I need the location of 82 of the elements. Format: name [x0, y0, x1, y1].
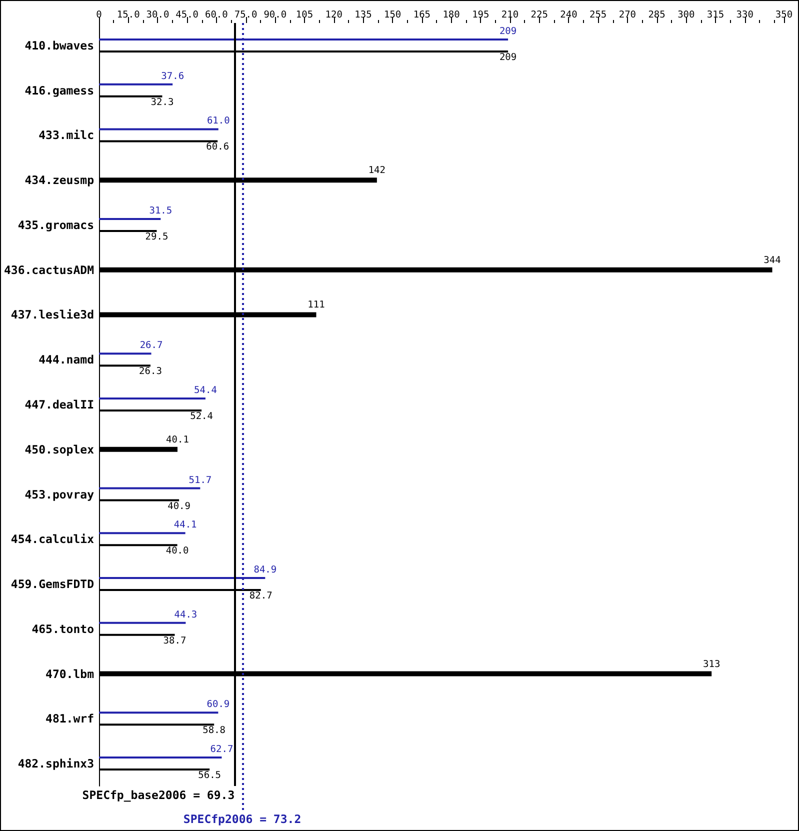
data-label: 32.3	[150, 96, 174, 108]
y-tick-label: 436.cactusADM	[4, 262, 94, 277]
ref-line-label: SPECfp2006 = 73.2	[183, 812, 302, 826]
x-tick-label: 270	[618, 10, 636, 20]
x-tick-label: 315	[706, 10, 724, 20]
data-label: 60.9	[206, 699, 230, 710]
data-label: 142	[368, 165, 386, 176]
y-tick-label: 437.leslie3d	[10, 308, 94, 322]
x-tick-label: 15.0	[116, 10, 140, 20]
y-tick-label: 410.bwaves	[24, 38, 94, 52]
data-label: 111	[308, 300, 326, 311]
x-tick-label: 165	[413, 10, 431, 20]
y-tick-label: 416.gamess	[24, 83, 94, 98]
bar	[99, 83, 173, 86]
y-tick-label: 470.lbm	[46, 666, 94, 681]
x-tick-label: 285	[648, 10, 666, 20]
data-label: 44.3	[174, 609, 198, 620]
data-label: 344	[764, 254, 782, 266]
data-label: 313	[703, 658, 720, 670]
y-tick-label: 482.sphinx3	[18, 756, 94, 771]
data-label: 37.6	[161, 70, 184, 82]
y-tick-label: 459.GemsFDTD	[10, 577, 94, 592]
x-tick-label: 120	[325, 10, 343, 20]
x-tick-label: 105	[296, 10, 314, 20]
x-tick-label: 255	[589, 10, 607, 20]
bar	[99, 128, 218, 130]
y-tick-label: 434.zeusmp	[24, 173, 94, 188]
ref-line-label: SPECfp_base2006 = 69.3	[82, 788, 235, 802]
x-tick-label: 330	[736, 10, 754, 20]
data-label: 40.0	[166, 546, 190, 557]
data-label: 40.1	[166, 434, 190, 446]
data-label: 29.5	[145, 231, 168, 242]
x-tick-label: 180	[442, 10, 460, 20]
y-tick-label: 453.povray	[24, 487, 94, 502]
x-tick-label: 210	[501, 10, 519, 20]
bar	[99, 532, 186, 534]
x-tick-label: 30.0	[146, 10, 170, 20]
x-tick-label: 225	[530, 10, 548, 20]
x-tick-label: 135	[354, 10, 372, 20]
bar	[99, 622, 186, 624]
data-label: 44.1	[174, 520, 198, 531]
bar	[99, 218, 161, 220]
data-label: 40.9	[168, 500, 191, 512]
x-tick-label: 195	[472, 10, 490, 20]
data-label: 209	[499, 26, 517, 37]
bar	[99, 398, 206, 400]
x-tick-label: 350	[775, 10, 793, 20]
y-tick-label: 465.tonto	[32, 622, 94, 636]
x-tick-label: 90.0	[264, 10, 287, 20]
x-tick-label: 150	[384, 10, 402, 20]
data-label: 58.8	[202, 725, 226, 736]
x-tick-label: 45.0	[176, 10, 199, 20]
x-tick-label: 75.0	[234, 10, 258, 20]
data-label: 82.7	[249, 590, 272, 602]
y-tick-label: 447.dealII	[24, 398, 94, 412]
x-tick-label: 60.0	[204, 10, 228, 20]
y-tick-label: 481.wrf	[46, 712, 94, 726]
data-label: 26.7	[140, 340, 163, 352]
y-tick-label: 454.calculix	[10, 532, 94, 546]
bar	[99, 352, 152, 355]
data-label: 56.5	[198, 770, 222, 782]
x-tick-label: 0	[96, 10, 102, 20]
data-label: 209	[499, 52, 517, 63]
data-label: 51.7	[188, 474, 212, 486]
data-label: 54.4	[194, 385, 218, 396]
data-label: 31.5	[149, 205, 172, 216]
data-label: 26.3	[139, 366, 162, 378]
data-label: 60.6	[206, 142, 230, 153]
data-label: 62.7	[210, 744, 234, 756]
data-label: 52.4	[190, 411, 214, 422]
y-tick-label: 435.gromacs	[18, 218, 94, 232]
y-tick-label: 433.milc	[38, 128, 94, 142]
bar	[99, 756, 222, 759]
data-label: 38.7	[163, 635, 186, 646]
data-label: 84.9	[254, 564, 277, 576]
y-tick-label: 444.namd	[38, 352, 94, 367]
bar	[99, 487, 200, 490]
y-tick-label: 450.soplex	[24, 442, 94, 456]
x-tick-label: 300	[678, 10, 695, 20]
x-tick-label: 240	[560, 10, 578, 20]
bar	[99, 712, 218, 714]
data-label: 61.0	[206, 116, 230, 127]
